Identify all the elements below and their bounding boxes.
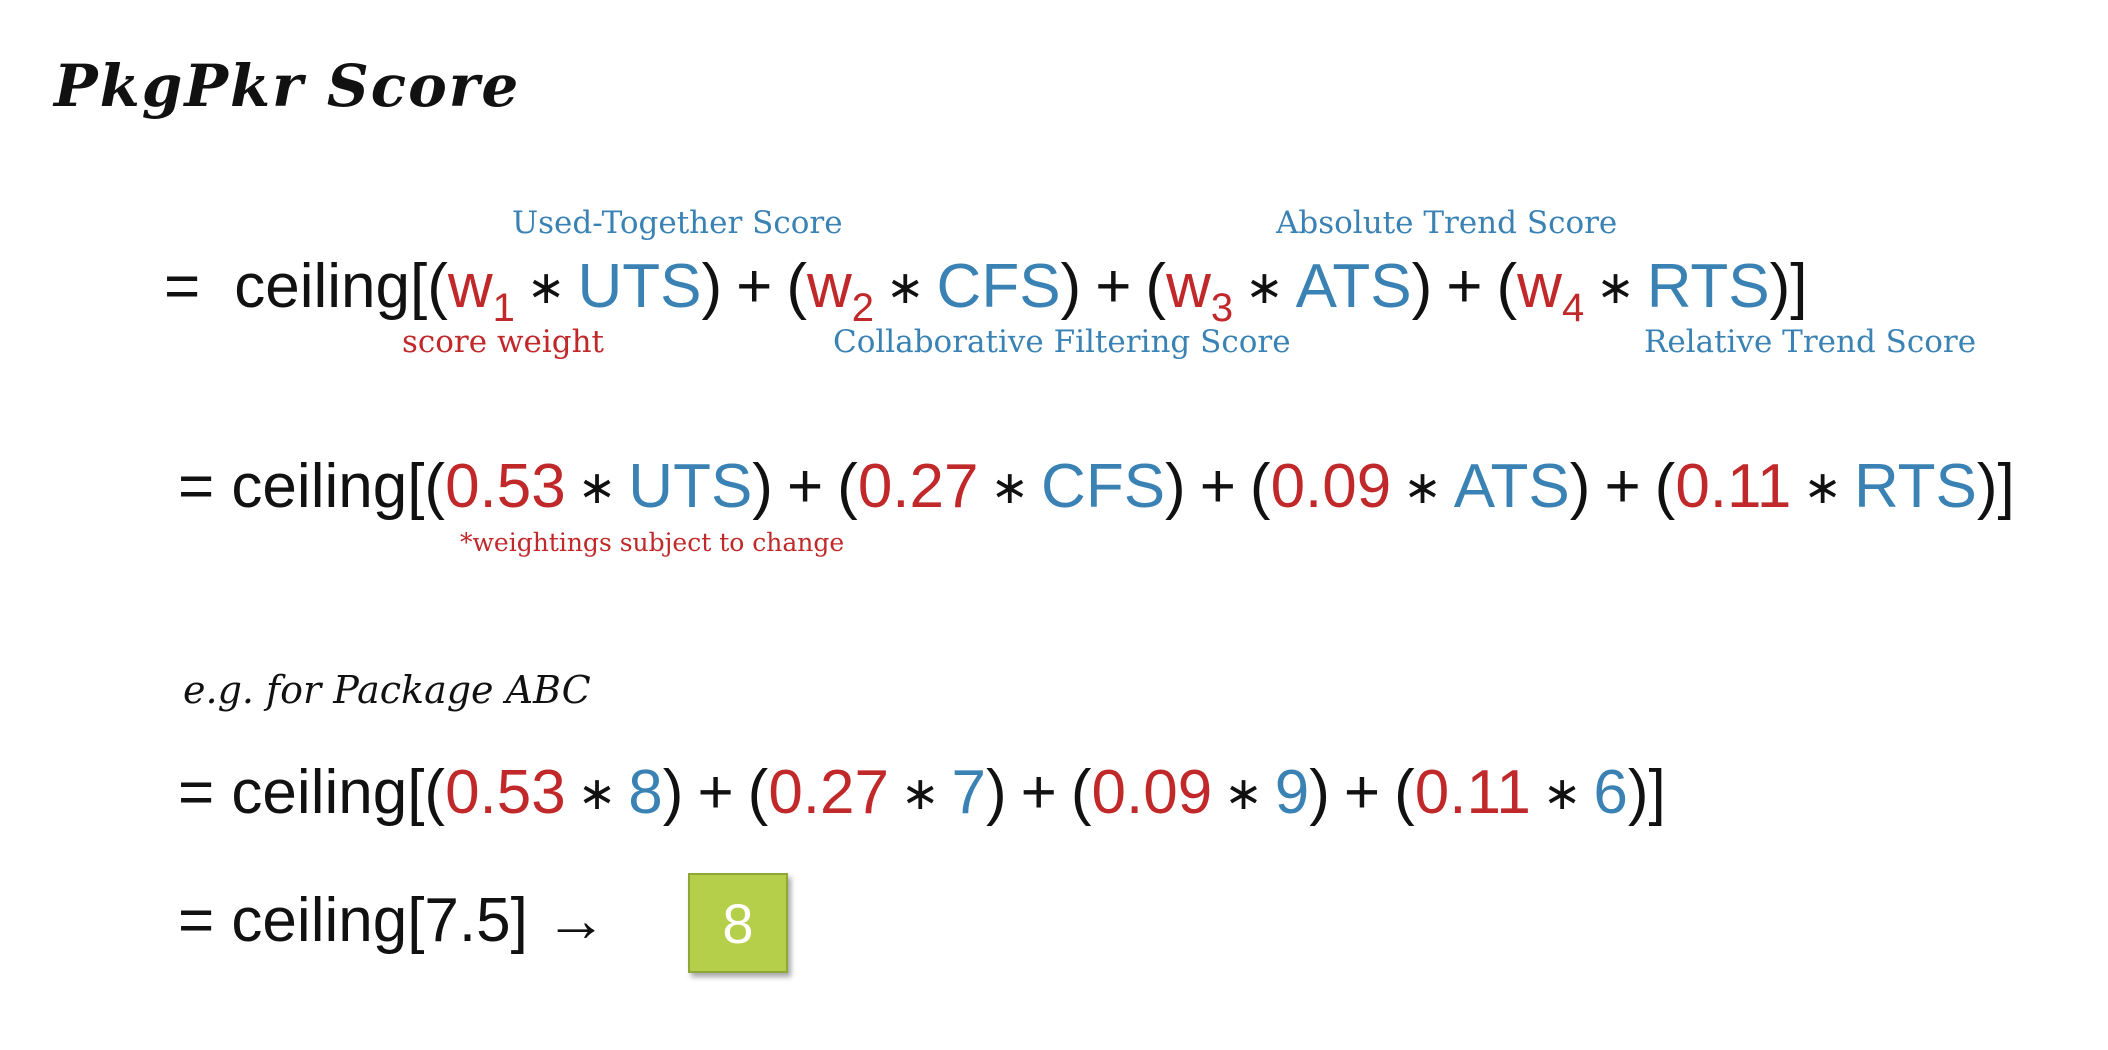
- score-value: 8: [628, 758, 663, 827]
- weight-w1: w1: [447, 252, 515, 330]
- weight-value: 0.53: [445, 452, 566, 521]
- multiply-sign: ∗: [526, 261, 566, 313]
- score-uts: UTS: [577, 252, 702, 321]
- rts-annotation: Relative Trend Score: [1644, 324, 1977, 360]
- plus-sign: +: [1095, 252, 1132, 321]
- score-value: 6: [1593, 758, 1628, 827]
- closing-bracket: )]: [1976, 452, 2015, 521]
- score-ats: ATS: [1453, 452, 1570, 521]
- ceiling-func: ceiling[(: [234, 252, 448, 321]
- weight-value: 0.27: [857, 452, 979, 521]
- equals-sign: =: [164, 252, 201, 321]
- plus-sign: +: [1604, 452, 1641, 521]
- multiply-sign: ∗: [886, 261, 925, 313]
- weight-value: 0.09: [1270, 452, 1392, 521]
- weight-w4: w4: [1517, 252, 1585, 330]
- weight-w3: w3: [1166, 252, 1234, 330]
- weight-value: 0.09: [1091, 758, 1213, 827]
- score-cfs: CFS: [1041, 452, 1166, 521]
- weight-w2: w2: [806, 252, 874, 330]
- multiply-sign: ∗: [900, 767, 940, 819]
- multiply-sign: ∗: [1403, 461, 1442, 513]
- multiply-sign: ∗: [1803, 461, 1842, 513]
- formula-example: = ceiling[(0.53 ∗ 8) + (0.27 ∗ 7) + (0.09 ∗ 9) + (0.…: [178, 758, 1666, 827]
- weight-value: 0.27: [768, 758, 889, 827]
- example-label: e.g. for Package ABC: [183, 668, 591, 712]
- weight-annotation: score weight: [402, 324, 605, 360]
- formula-weighted: = ceiling[(0.53 ∗ UTS) + (0.27 ∗ CFS) + (0.09 ∗ AT…: [178, 452, 2015, 521]
- closing-bracket: )]: [1769, 252, 1808, 321]
- score-cfs: CFS: [936, 252, 1061, 321]
- formula-symbolic: = ceiling[(w1 ∗ UTS) + (w2 ∗ CFS) + (w3 ∗ ATS) + (w4 ∗…: [164, 252, 1808, 330]
- result-line: = ceiling[7.5] →: [178, 886, 608, 955]
- weightings-note: *weightings subject to change: [460, 528, 845, 557]
- plus-sign: +: [786, 452, 824, 521]
- multiply-sign: ∗: [1596, 261, 1635, 313]
- ats-annotation: Absolute Trend Score: [1276, 205, 1618, 241]
- score-rts: RTS: [1646, 252, 1770, 321]
- closing-bracket: )]: [1627, 758, 1666, 827]
- score-value: 9: [1274, 758, 1310, 827]
- weight-value: 0.11: [1414, 758, 1531, 827]
- plus-sign: +: [697, 758, 734, 827]
- multiply-sign: ∗: [577, 767, 617, 819]
- multiply-sign: ∗: [577, 461, 617, 513]
- weight-value: 0.11: [1675, 452, 1792, 521]
- plus-sign: +: [1199, 452, 1236, 521]
- page-title: PkgPkr Score: [54, 52, 521, 120]
- ceiling-prefix: = ceiling[(: [178, 452, 446, 521]
- weight-value: 0.53: [445, 758, 566, 827]
- plus-sign: +: [1343, 758, 1381, 827]
- cfs-annotation: Collaborative Filtering Score: [833, 324, 1291, 360]
- score-uts: UTS: [628, 452, 753, 521]
- uts-annotation: Used-Together Score: [512, 205, 843, 241]
- ceiling-prefix: = ceiling[(: [178, 758, 446, 827]
- score-rts: RTS: [1853, 452, 1977, 521]
- multiply-sign: ∗: [1224, 767, 1263, 819]
- plus-sign: +: [1020, 758, 1057, 827]
- result-badge: 8: [688, 873, 788, 973]
- plus-sign: +: [1446, 252, 1483, 321]
- score-ats: ATS: [1295, 252, 1412, 321]
- multiply-sign: ∗: [990, 461, 1030, 513]
- plus-sign: +: [736, 252, 773, 321]
- multiply-sign: ∗: [1542, 767, 1582, 819]
- score-value: 7: [951, 758, 987, 827]
- multiply-sign: ∗: [1245, 261, 1284, 313]
